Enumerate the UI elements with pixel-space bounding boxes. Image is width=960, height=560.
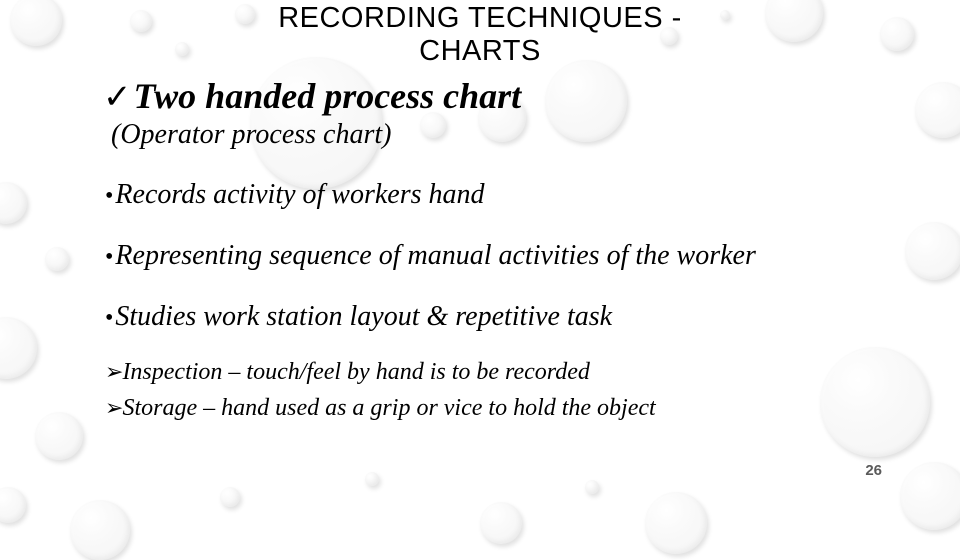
- page-number: 26: [865, 462, 882, 479]
- section-subheading: (Operator process chart): [111, 119, 855, 151]
- bullet-point: •Records activity of workers hand: [105, 177, 855, 212]
- bullet-point: •Representing sequence of manual activit…: [105, 238, 855, 273]
- bullet-icon: •: [105, 244, 113, 270]
- bullet-text: Representing sequence of manual activiti…: [115, 240, 755, 271]
- heading-row: ✓Two handed process chart: [103, 75, 855, 117]
- bullet-icon: •: [105, 305, 113, 331]
- slide-content: RECORDING TECHNIQUES - CHARTS ✓Two hande…: [0, 2, 960, 424]
- bullet-text: Records activity of workers hand: [115, 179, 484, 210]
- title-line-1: RECORDING TECHNIQUES -: [278, 2, 682, 34]
- arrow-point: ➢Storage – hand used as a grip or vice t…: [105, 392, 855, 424]
- bullet-icon: •: [105, 183, 113, 209]
- slide-title: RECORDING TECHNIQUES - CHARTS: [105, 2, 855, 69]
- arrow-text: Storage – hand used as a grip or vice to…: [122, 395, 655, 421]
- title-line-2: CHARTS: [419, 35, 541, 67]
- bullet-text: Studies work station layout & repetitive…: [115, 301, 612, 332]
- chevron-right-icon: ➢: [105, 359, 123, 384]
- section-heading: Two handed process chart: [134, 76, 522, 116]
- bullet-point: •Studies work station layout & repetitiv…: [105, 299, 855, 334]
- arrow-text: Inspection – touch/feel by hand is to be…: [122, 359, 589, 385]
- arrow-point: ➢Inspection – touch/feel by hand is to b…: [105, 356, 855, 388]
- checkmark-icon: ✓: [103, 79, 132, 116]
- chevron-right-icon: ➢: [105, 395, 123, 420]
